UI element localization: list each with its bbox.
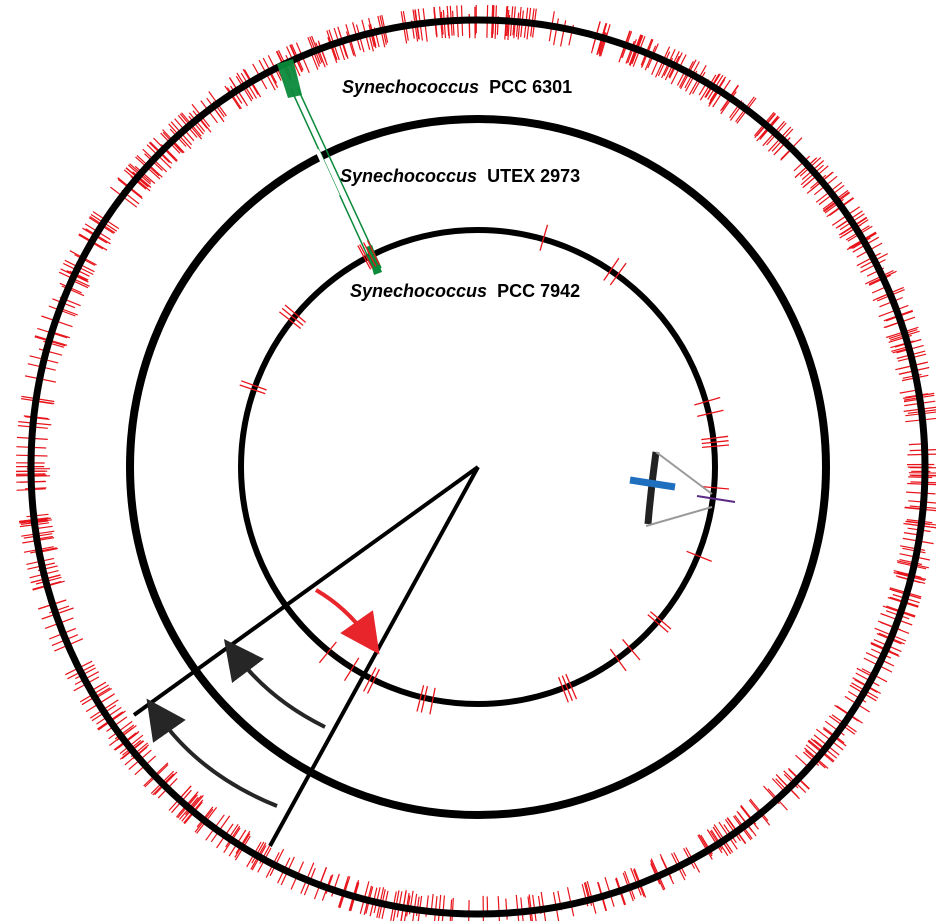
- inner-variant-tick: [609, 648, 627, 672]
- inner-variant-tick: [420, 686, 429, 713]
- inner-variant-tick: [366, 240, 380, 266]
- variant-mark: [134, 165, 156, 184]
- outer-ring-label: Synechococcus PCC 6301: [342, 77, 572, 97]
- inner-ring-label: Synechococcus PCC 7942: [350, 281, 580, 301]
- variant-mark: [834, 704, 859, 722]
- inner-variant-tick: [647, 614, 669, 633]
- variant-mark: [515, 894, 520, 921]
- inner-variant-tick: [694, 396, 721, 406]
- inner-variant-tick: [539, 224, 549, 251]
- middle-ring-label: Synechococcus UTEX 2973: [340, 166, 580, 186]
- variant-mark: [627, 39, 637, 64]
- inner-variant-tick: [429, 687, 436, 715]
- variant-mark: [24, 416, 50, 420]
- variant-mark: [345, 31, 355, 56]
- dark-arrow-1: [223, 639, 326, 729]
- inset-backbone-arc: [644, 451, 660, 525]
- zoom-line-top: [655, 451, 713, 495]
- variant-mark: [856, 252, 881, 267]
- inner-variant-tick: [701, 440, 729, 445]
- variant-mark: [869, 274, 892, 286]
- inner-ring-backbone: [238, 227, 718, 707]
- inner-variant-tick: [281, 307, 304, 326]
- variant-mark: [553, 18, 559, 46]
- variant-mark: [38, 348, 63, 356]
- inner-variant-tick: [561, 675, 574, 701]
- inner-variant-tick: [357, 245, 372, 270]
- variant-mark: [106, 716, 128, 732]
- inner-variant-tick: [649, 611, 672, 630]
- inner-variant-tick: [557, 676, 569, 703]
- highlight-bar: [629, 476, 676, 491]
- shared-region-outer: [277, 59, 302, 98]
- link-line-white: [315, 149, 340, 197]
- wedge-line-right: [268, 466, 480, 847]
- inner-variant-tick: [565, 673, 578, 700]
- variant-mark: [692, 71, 706, 95]
- inner-variant-tick: [284, 304, 307, 323]
- inner-variant-tick: [343, 657, 360, 682]
- inner-variant-tick: [702, 485, 730, 490]
- inner-variant-tick: [701, 435, 729, 441]
- red-arrow: [314, 588, 380, 655]
- shared-region-inner: [366, 245, 382, 275]
- inner-variant-tick: [609, 262, 627, 286]
- variant-mark: [749, 798, 769, 822]
- dark-arrow-2: [146, 698, 278, 808]
- inner-variant-tick: [697, 409, 724, 418]
- variant-mark: [560, 20, 567, 47]
- variant-mark: [893, 570, 922, 579]
- variant-mark: [706, 829, 723, 854]
- variant-mark: [441, 895, 445, 921]
- inner-variant-tick: [622, 638, 641, 661]
- inner-variant-tick: [239, 384, 266, 395]
- variant-mark: [132, 171, 151, 187]
- inner-variant-tick: [686, 550, 712, 563]
- inner-variant-tick: [363, 667, 377, 692]
- inner-variant-tick: [318, 641, 337, 664]
- variant-mark: [899, 559, 923, 566]
- inner-variant-tick: [363, 242, 377, 267]
- variant-mark: [75, 667, 96, 680]
- outer-ring-backbone: [27, 16, 929, 918]
- inner-variant-tick: [603, 257, 620, 281]
- inner-ring-variant-marks: [239, 224, 730, 715]
- link-line: [297, 88, 382, 269]
- variant-mark: [235, 830, 251, 854]
- zoom-line-bottom: [645, 506, 713, 527]
- inner-variant-tick: [279, 311, 302, 330]
- middle-ring-backbone: [126, 115, 830, 819]
- inner-variant-tick: [240, 380, 267, 391]
- variant-mark: [188, 115, 204, 135]
- variant-mark: [908, 476, 933, 479]
- variant-mark: [794, 157, 817, 179]
- inner-variant-tick: [366, 668, 380, 694]
- wedge-line-left: [132, 465, 480, 717]
- variant-mark: [720, 91, 737, 115]
- inner-variant-tick: [702, 444, 730, 449]
- variant-mark: [95, 687, 113, 699]
- variant-mark: [860, 259, 886, 273]
- inner-tick-marker: [696, 495, 736, 503]
- inner-variant-tick: [416, 685, 425, 712]
- variant-mark: [437, 894, 442, 921]
- variant-mark: [26, 513, 49, 518]
- variant-mark: [30, 547, 57, 554]
- variant-mark: [497, 896, 501, 921]
- inner-variant-tick: [359, 244, 373, 269]
- variant-mark: [697, 834, 713, 860]
